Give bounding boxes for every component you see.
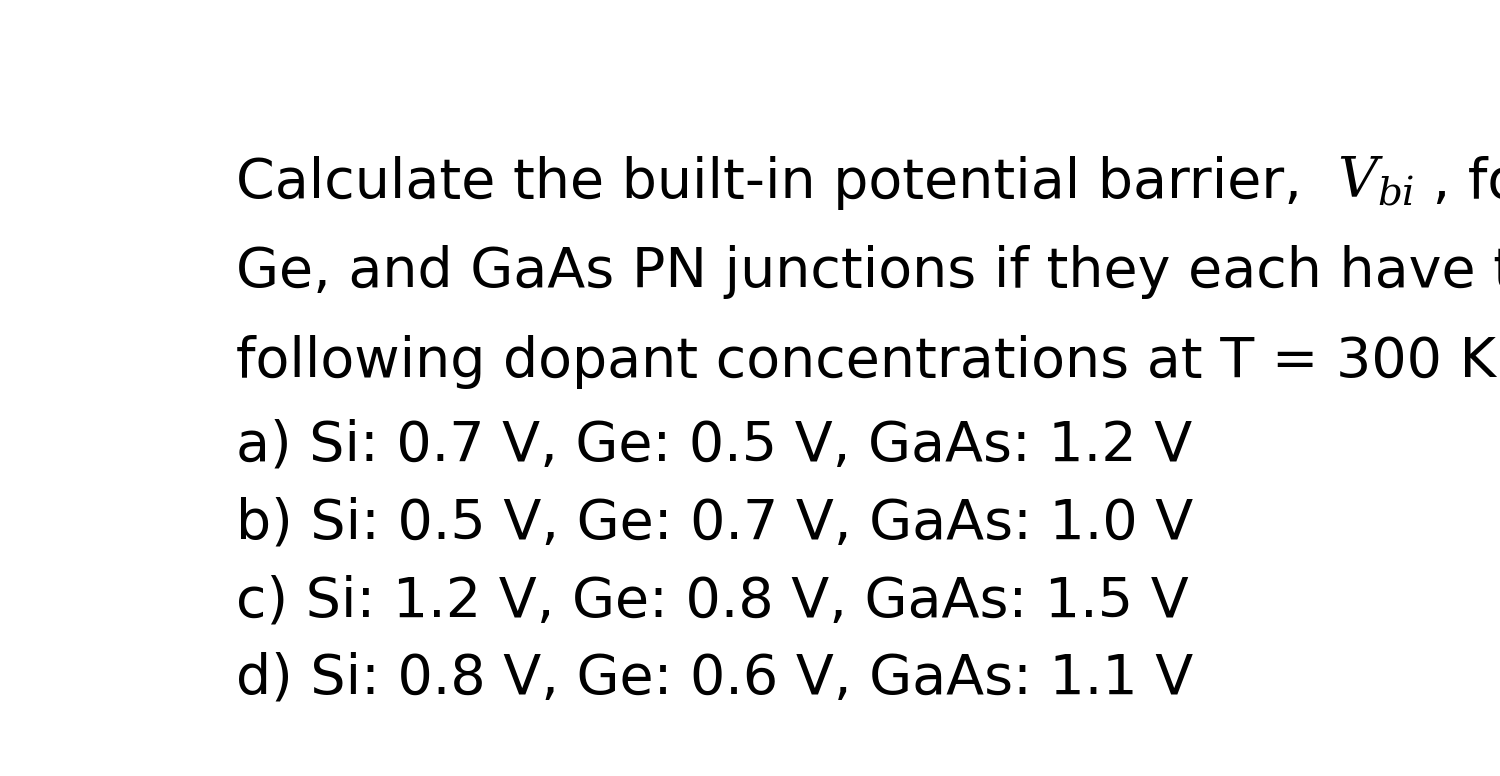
Text: c) Si: 1.2 V, Ge: 0.8 V, GaAs: 1.5 V: c) Si: 1.2 V, Ge: 0.8 V, GaAs: 1.5 V xyxy=(237,574,1190,628)
Text: b) Si: 0.5 V, Ge: 0.7 V, GaAs: 1.0 V: b) Si: 0.5 V, Ge: 0.7 V, GaAs: 1.0 V xyxy=(237,497,1194,550)
Text: $V_{bi}$: $V_{bi}$ xyxy=(1338,156,1414,210)
Text: d) Si: 0.8 V, Ge: 0.6 V, GaAs: 1.1 V: d) Si: 0.8 V, Ge: 0.6 V, GaAs: 1.1 V xyxy=(237,652,1194,706)
Text: following dopant concentrations at T = 300 K:: following dopant concentrations at T = 3… xyxy=(237,335,1500,389)
Text: Ge, and GaAs PN junctions if they each have the: Ge, and GaAs PN junctions if they each h… xyxy=(237,245,1500,300)
Text: a) Si: 0.7 V, Ge: 0.5 V, GaAs: 1.2 V: a) Si: 0.7 V, Ge: 0.5 V, GaAs: 1.2 V xyxy=(237,419,1192,473)
Text: , for Si,: , for Si, xyxy=(1414,156,1500,210)
Text: Calculate the built-in potential barrier,: Calculate the built-in potential barrier… xyxy=(237,156,1338,210)
